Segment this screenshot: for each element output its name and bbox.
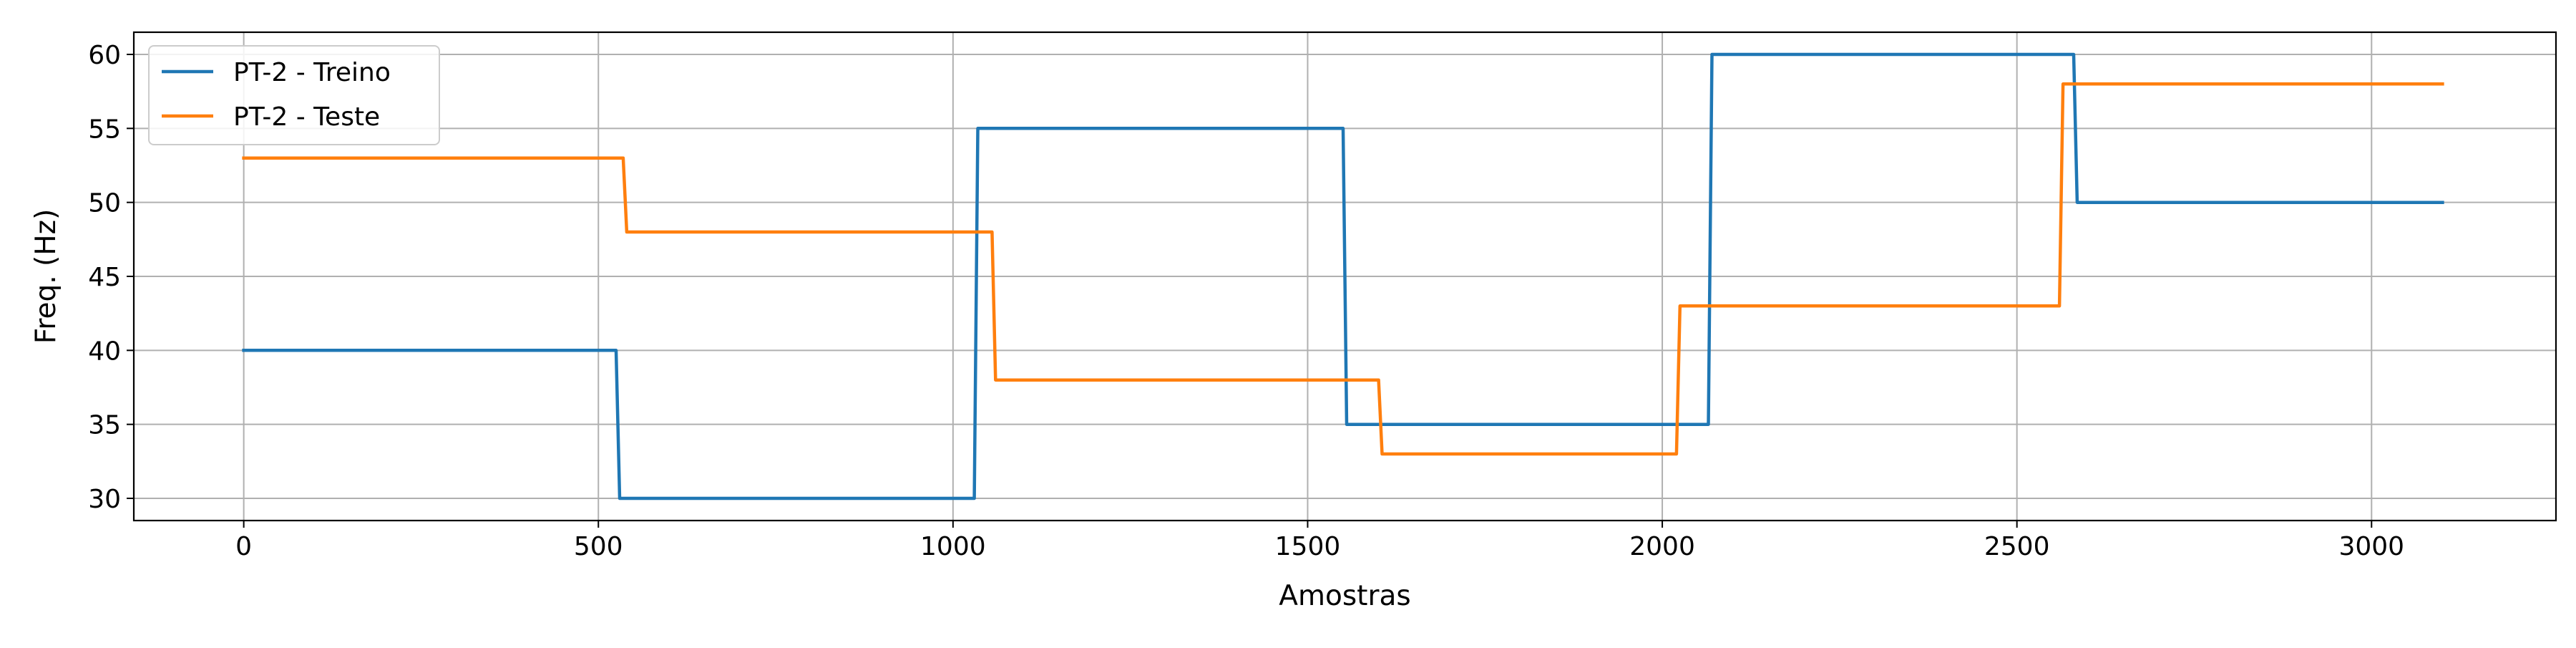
x-tick-label: 500 — [574, 532, 623, 561]
series-line-2 — [242, 82, 2444, 456]
x-tick-label: 0 — [235, 532, 252, 561]
legend-box — [148, 45, 440, 145]
x-tick-label: 2500 — [1984, 532, 2050, 561]
legend-label-2: PT-2 - Teste — [233, 102, 380, 132]
x-tick-label: 2000 — [1629, 532, 1695, 561]
y-tick-label: 50 — [88, 189, 121, 218]
y-tick-label: 35 — [88, 411, 121, 440]
legend-label-1: PT-2 - Treino — [233, 58, 391, 87]
y-tick-label: 60 — [88, 41, 121, 70]
series-line-1 — [242, 52, 2444, 500]
x-tick-label: 1500 — [1275, 532, 1341, 561]
y-tick-label: 30 — [88, 485, 121, 514]
y-tick-label: 55 — [88, 115, 121, 144]
x-tick-label: 1000 — [920, 532, 986, 561]
legend: PT-2 - Treino PT-2 - Teste — [148, 45, 440, 145]
axis-ticks: 0 500 1000 1500 2000 2500 3000 30 35 40 45 50 55 60 — [88, 41, 2404, 561]
y-tick-label: 40 — [88, 337, 121, 366]
x-axis-label: Amostras — [1279, 580, 1410, 612]
series-lines — [242, 52, 2444, 500]
y-axis-label: Freq. (Hz) — [30, 209, 62, 344]
y-tick-label: 45 — [88, 263, 121, 292]
x-tick-label: 3000 — [2338, 532, 2404, 561]
